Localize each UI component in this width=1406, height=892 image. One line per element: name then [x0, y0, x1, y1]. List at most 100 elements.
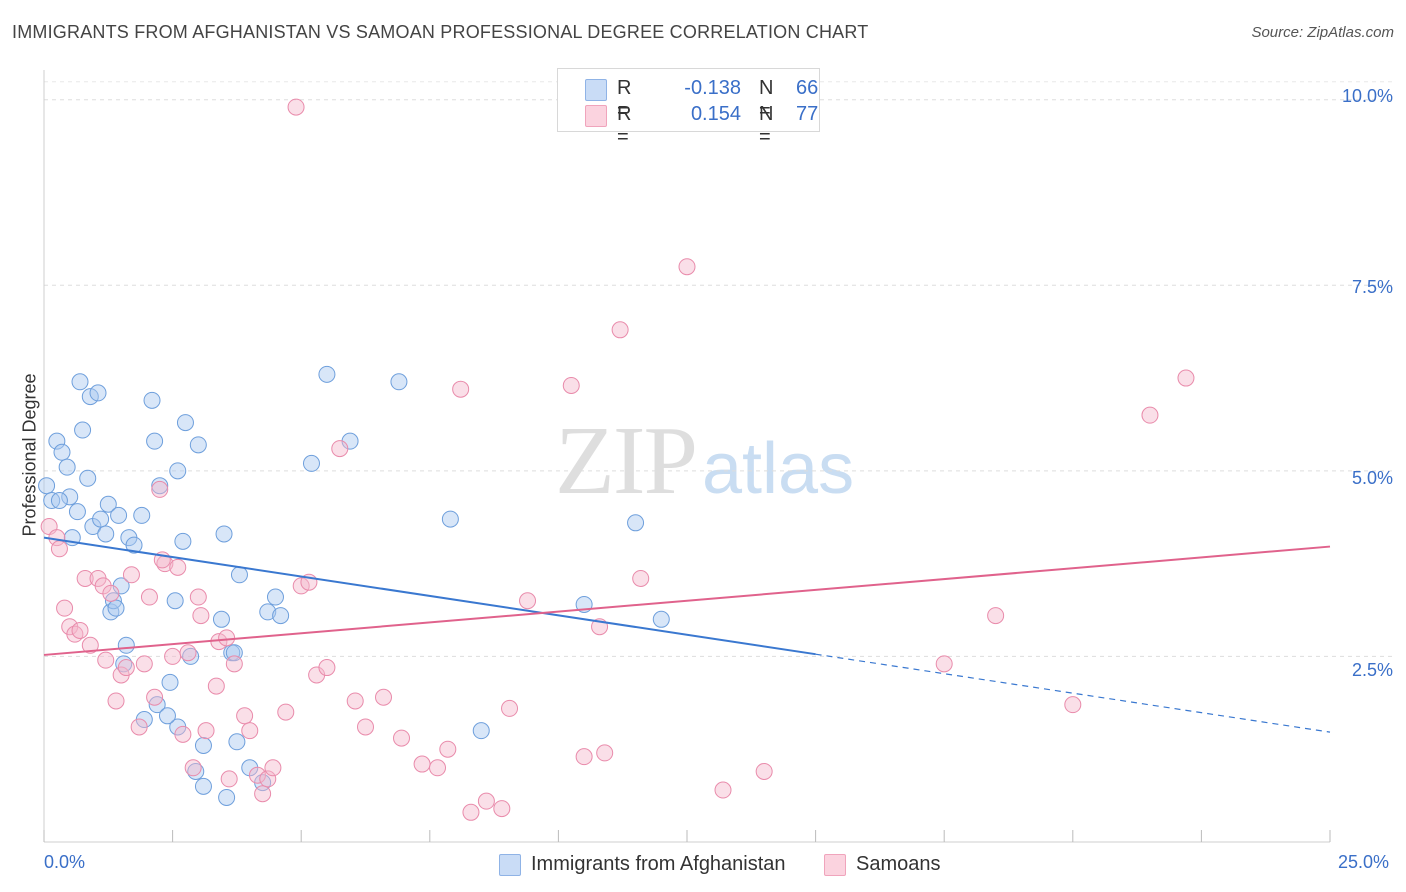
- n-value: 66: [796, 77, 819, 99]
- point-afghanistan: [68, 503, 86, 521]
- point-samoans: [1141, 406, 1159, 424]
- point-afghanistan: [92, 510, 110, 528]
- y-tick-2-5: 2.5%: [1351, 660, 1393, 680]
- point-samoans: [519, 592, 537, 610]
- point-afghanistan: [38, 477, 56, 495]
- point-samoans: [76, 569, 94, 587]
- point-samoans: [50, 540, 68, 558]
- point-afghanistan: [174, 532, 192, 550]
- point-afghanistan: [272, 607, 290, 625]
- chart-title: IMMIGRANTS FROM AFGHANISTAN VS SAMOAN PR…: [12, 22, 869, 42]
- point-afghanistan: [146, 432, 164, 450]
- point-afghanistan: [89, 384, 107, 402]
- point-samoans: [357, 718, 374, 736]
- point-afghanistan: [61, 488, 79, 506]
- n-value: 77: [796, 103, 819, 125]
- legend-swatch-samoans: [585, 105, 607, 127]
- trend-lines: [43, 536, 1331, 733]
- point-afghanistan: [74, 421, 92, 439]
- chart-source: Source: ZipAtlas.com: [1251, 24, 1394, 41]
- point-samoans: [632, 569, 650, 587]
- point-samoans: [264, 759, 282, 777]
- point-afghanistan: [48, 432, 66, 450]
- point-afghanistan: [79, 469, 97, 487]
- point-afghanistan: [228, 733, 246, 751]
- point-samoans: [107, 692, 125, 710]
- trend-line-afghanistan: [43, 536, 816, 656]
- point-samoans: [236, 707, 254, 725]
- point-afghanistan: [189, 436, 207, 454]
- point-afghanistan: [110, 506, 128, 524]
- point-samoans: [169, 558, 187, 576]
- point-afghanistan: [390, 373, 408, 391]
- point-afghanistan: [50, 492, 68, 510]
- point-samoans: [81, 636, 99, 654]
- point-samoans: [462, 803, 480, 821]
- point-samoans: [189, 588, 207, 606]
- r-value: 0.154: [690, 103, 741, 125]
- point-samoans: [1177, 369, 1195, 387]
- legend-label-samoans: Samoans: [856, 853, 941, 875]
- point-samoans: [318, 659, 336, 677]
- point-afghanistan: [125, 536, 143, 554]
- point-samoans: [225, 655, 243, 673]
- watermark-zip: ZIP: [555, 407, 698, 515]
- series-legend: Immigrants from Afghanistan Samoans: [0, 851, 1406, 879]
- point-afghanistan: [117, 636, 135, 654]
- point-afghanistan: [161, 673, 179, 691]
- point-samoans: [220, 770, 238, 788]
- legend-swatch-afghanistan: [499, 854, 521, 876]
- legend-swatch-samoans: [824, 854, 846, 876]
- legend-swatch-afghanistan: [585, 79, 607, 101]
- point-samoans: [331, 440, 349, 458]
- point-samoans: [192, 607, 210, 625]
- point-afghanistan: [58, 458, 76, 476]
- point-samoans: [935, 655, 953, 673]
- point-afghanistan: [151, 477, 169, 495]
- y-tick-10-0: 10.0%: [1341, 86, 1393, 106]
- point-samoans: [413, 755, 431, 773]
- point-afghanistan: [259, 603, 277, 621]
- n-label: N =: [759, 103, 774, 148]
- point-samoans: [174, 725, 192, 743]
- point-afghanistan: [218, 788, 236, 806]
- point-samoans: [241, 722, 259, 740]
- x-tick-max: 25.0%: [1338, 852, 1390, 872]
- point-samoans: [277, 703, 295, 721]
- point-samoans: [501, 699, 519, 717]
- point-afghanistan: [71, 373, 89, 391]
- point-samoans: [452, 380, 470, 398]
- point-samoans: [987, 607, 1005, 625]
- point-samoans: [130, 718, 148, 736]
- point-afghanistan: [215, 525, 233, 543]
- point-samoans: [71, 621, 89, 639]
- point-samoans: [122, 566, 140, 584]
- point-afghanistan: [194, 777, 212, 795]
- watermark: ZIPatlas: [555, 405, 854, 517]
- point-samoans: [184, 759, 202, 777]
- point-samoans: [140, 588, 158, 606]
- point-afghanistan: [194, 737, 212, 754]
- point-samoans: [254, 785, 272, 803]
- point-samoans: [678, 258, 696, 276]
- point-samoans: [97, 651, 115, 669]
- r-label: R =: [617, 103, 632, 148]
- y-tick-5-0: 5.0%: [1351, 468, 1393, 488]
- point-samoans: [146, 688, 164, 706]
- trend-line-samoans: [43, 545, 1331, 656]
- point-samoans: [218, 629, 236, 647]
- point-afghanistan: [107, 599, 125, 617]
- x-tick-min: 0.0%: [44, 852, 86, 872]
- r-value: -0.138: [684, 77, 741, 99]
- point-samoans: [596, 744, 614, 762]
- axes: [43, 70, 1331, 843]
- point-samoans: [102, 584, 120, 602]
- point-samoans: [1064, 696, 1082, 714]
- point-samoans: [477, 792, 495, 810]
- y-axis-label: Professional Degree: [19, 373, 40, 537]
- point-afghanistan: [302, 454, 320, 472]
- y-tick-7-5: 7.5%: [1351, 277, 1393, 297]
- point-samoans: [493, 800, 511, 818]
- point-samoans: [429, 759, 447, 777]
